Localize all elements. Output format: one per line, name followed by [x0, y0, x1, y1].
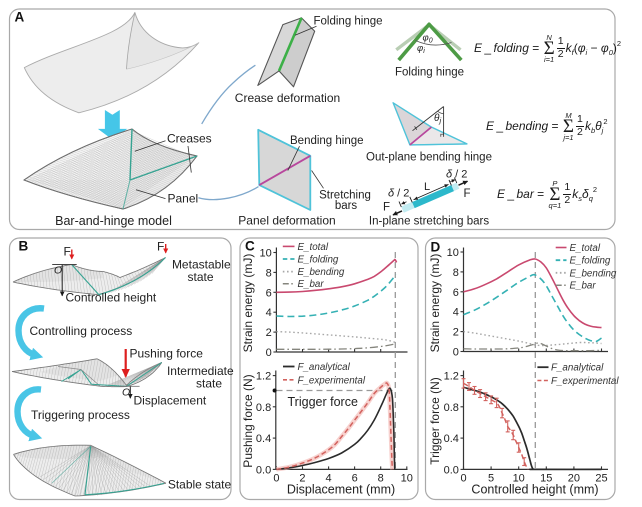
svg-text:D: D	[431, 240, 441, 255]
svg-text:Trigger force (N): Trigger force (N)	[428, 377, 442, 465]
svg-text:Bar-and-hinge model: Bar-and-hinge model	[55, 214, 172, 228]
svg-text:15: 15	[540, 473, 552, 485]
svg-text:4: 4	[453, 307, 459, 319]
svg-text:Folding hinge: Folding hinge	[395, 67, 464, 79]
svg-text:state: state	[196, 377, 222, 391]
svg-text:φi: φi	[417, 43, 425, 55]
svg-text:0.8: 0.8	[444, 402, 459, 414]
svg-text:4: 4	[325, 473, 331, 485]
svg-text:0.4: 0.4	[444, 433, 459, 445]
svg-text:In-plane stretching bars: In-plane stretching bars	[369, 216, 489, 228]
svg-text:Controlled height: Controlled height	[66, 291, 157, 305]
svg-text:Controlling process: Controlling process	[30, 324, 133, 338]
svg-text:8: 8	[378, 473, 384, 485]
svg-text:2: 2	[453, 327, 459, 339]
svg-text:O: O	[122, 387, 130, 399]
svg-text:Pushing force: Pushing force	[130, 347, 204, 361]
svg-text:0: 0	[273, 473, 279, 485]
svg-text:O: O	[54, 265, 62, 277]
svg-text:25: 25	[595, 473, 607, 485]
svg-text:Controlled height (mm): Controlled height (mm)	[471, 483, 598, 497]
svg-text:Crease deformation: Crease deformation	[235, 91, 340, 105]
svg-text:Panel: Panel	[168, 192, 199, 206]
svg-text:0: 0	[266, 347, 272, 359]
svg-text:2: 2	[299, 473, 305, 485]
svg-text:Triggering process: Triggering process	[31, 408, 130, 422]
svg-text:0.4: 0.4	[256, 433, 271, 445]
svg-text:C: C	[245, 239, 255, 254]
svg-text:E_bending: E_bending	[298, 267, 345, 278]
svg-text:Displacement (mm): Displacement (mm)	[287, 483, 395, 497]
svg-text:0.8: 0.8	[256, 402, 271, 414]
svg-text:F_experimental: F_experimental	[298, 375, 366, 386]
svg-text:Strain energy (mJ): Strain energy (mJ)	[428, 254, 442, 353]
svg-text:Folding hinge: Folding hinge	[314, 16, 383, 28]
svg-text:F: F	[64, 245, 71, 259]
svg-text:2: 2	[266, 327, 272, 339]
svg-text:10: 10	[447, 247, 459, 259]
svg-text:Creases: Creases	[167, 132, 212, 146]
svg-text:6: 6	[352, 473, 358, 485]
svg-text:6: 6	[266, 287, 272, 299]
svg-text:bars: bars	[335, 200, 358, 212]
svg-text:F: F	[464, 188, 471, 200]
svg-text:Intermediate: Intermediate	[167, 364, 234, 378]
svg-text:10: 10	[260, 248, 272, 260]
svg-text:F_experimental: F_experimental	[551, 376, 619, 387]
svg-text:φ0: φ0	[423, 33, 433, 45]
svg-text:1.2: 1.2	[256, 371, 271, 383]
svg-text:Bending hinge: Bending hinge	[290, 135, 364, 147]
svg-text:F_analytical: F_analytical	[551, 363, 604, 374]
svg-text:F: F	[157, 240, 164, 254]
svg-text:Panel deformation: Panel deformation	[238, 214, 335, 228]
svg-text:Strain energy (mJ): Strain energy (mJ)	[241, 254, 255, 353]
svg-text:20: 20	[568, 473, 580, 485]
svg-text:4: 4	[266, 307, 272, 319]
svg-text:E_folding: E_folding	[298, 255, 339, 266]
svg-text:A: A	[15, 10, 25, 25]
svg-text:Pushing force (N): Pushing force (N)	[241, 374, 255, 467]
svg-text:state: state	[187, 270, 213, 284]
svg-text:0.0: 0.0	[444, 464, 459, 476]
svg-text:Metastable: Metastable	[172, 258, 231, 272]
svg-text:E_total: E_total	[298, 242, 329, 253]
svg-text:B: B	[19, 239, 29, 254]
svg-text:0.0: 0.0	[256, 464, 271, 476]
svg-text:10: 10	[513, 473, 525, 485]
svg-text:6: 6	[453, 287, 459, 299]
svg-text:δ / 2: δ / 2	[388, 188, 409, 200]
svg-text:E_bending: E_bending	[570, 268, 617, 279]
svg-text:Out-plane bending hinge: Out-plane bending hinge	[366, 152, 492, 164]
svg-text:δ / 2: δ / 2	[446, 169, 467, 181]
svg-text:L: L	[424, 181, 430, 193]
svg-text:Trigger force: Trigger force	[288, 395, 358, 409]
svg-text:F_analytical: F_analytical	[298, 362, 351, 373]
svg-text:E_total: E_total	[570, 243, 601, 254]
svg-text:Stretching: Stretching	[319, 190, 371, 202]
svg-text:1.2: 1.2	[444, 371, 459, 383]
svg-text:Displacement: Displacement	[134, 394, 207, 408]
svg-text:E_folding: E_folding	[570, 256, 611, 267]
svg-text:0: 0	[453, 347, 459, 359]
svg-text:Stable state: Stable state	[168, 478, 232, 492]
svg-text:8: 8	[266, 267, 272, 279]
svg-text:5: 5	[488, 473, 494, 485]
svg-text:8: 8	[453, 267, 459, 279]
svg-text:0: 0	[460, 473, 466, 485]
svg-text:F: F	[383, 202, 390, 214]
svg-text:E_bar: E_bar	[570, 281, 597, 292]
svg-text:E_bar: E_bar	[298, 279, 325, 290]
svg-text:θj: θj	[434, 113, 441, 125]
svg-text:10: 10	[401, 473, 413, 485]
